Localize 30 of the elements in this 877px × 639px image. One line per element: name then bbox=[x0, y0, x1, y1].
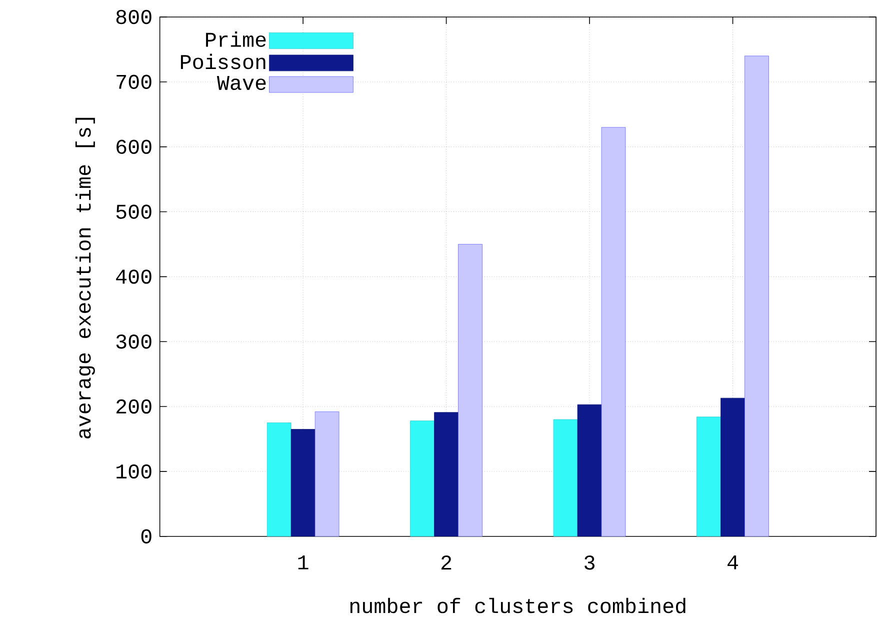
y-tick-label: 500 bbox=[116, 204, 152, 219]
x-tick-label: 3 bbox=[584, 555, 594, 570]
y-axis-title: average execution time [s] bbox=[75, 118, 95, 438]
y-tick-label: 100 bbox=[116, 464, 152, 478]
bar bbox=[744, 56, 769, 536]
x-axis-title: number of clusters combined bbox=[350, 598, 686, 614]
legend-label: Poisson bbox=[180, 54, 266, 70]
x-tick-label: 1 bbox=[298, 555, 308, 570]
bar bbox=[410, 420, 435, 536]
bar bbox=[553, 419, 578, 536]
bar bbox=[314, 411, 340, 536]
x-tick-label: 4 bbox=[728, 555, 738, 570]
y-tick-label: 200 bbox=[116, 399, 152, 414]
bar bbox=[458, 244, 482, 536]
bar bbox=[266, 422, 292, 536]
bar bbox=[577, 404, 602, 536]
y-tick-label: 800 bbox=[116, 10, 152, 24]
y-tick-label: 600 bbox=[116, 140, 152, 154]
bar bbox=[696, 416, 721, 536]
y-tick-label: 0 bbox=[141, 529, 152, 544]
y-tick-label: 700 bbox=[116, 74, 152, 89]
y-tick-label: 300 bbox=[116, 334, 152, 349]
legend-label: Wave bbox=[216, 76, 266, 90]
bar bbox=[290, 428, 316, 536]
x-tick-label: 2 bbox=[441, 555, 452, 570]
bar bbox=[434, 412, 458, 536]
y-tick-label: 400 bbox=[116, 269, 152, 284]
bar bbox=[720, 398, 745, 536]
legend-label: Prime bbox=[206, 31, 266, 47]
bar bbox=[601, 127, 626, 536]
